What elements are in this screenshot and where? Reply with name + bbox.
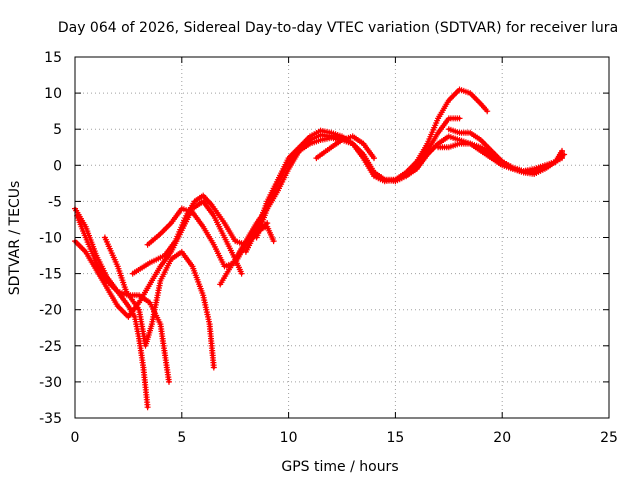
y-tick-label: -5 — [48, 194, 62, 210]
y-axis-label: SDTVAR / TECUs — [7, 181, 23, 296]
y-tick-label: 0 — [53, 158, 62, 174]
x-tick-label: 5 — [177, 430, 186, 446]
y-tick-label: -30 — [39, 375, 62, 391]
series-track-10 — [313, 133, 377, 162]
y-tick-label: -25 — [39, 339, 62, 355]
x-axis-label: GPS time / hours — [281, 459, 398, 475]
y-tick-label: -20 — [39, 303, 62, 319]
series-track-4 — [101, 234, 217, 371]
series-markers — [253, 133, 565, 241]
y-tick-label: -35 — [39, 411, 62, 427]
series-track-9 — [253, 133, 565, 241]
series-track-2 — [72, 198, 245, 320]
series-markers — [445, 126, 568, 177]
axis-ticks — [74, 56, 610, 419]
x-tick-label: 20 — [493, 430, 511, 446]
data-tracks — [72, 86, 568, 411]
y-tick-label: -10 — [39, 231, 62, 247]
y-tick-labels: -35 -30 -25 -20 -15 -10 -5 0 5 10 15 — [39, 50, 62, 427]
y-tick-label: 10 — [44, 86, 62, 102]
y-tick-label: 5 — [53, 122, 62, 138]
series-track-12 — [445, 126, 568, 177]
series-markers — [101, 234, 217, 371]
series-markers — [313, 133, 377, 162]
x-tick-label: 25 — [600, 430, 618, 446]
x-tick-label: 10 — [280, 430, 298, 446]
series-line — [255, 134, 564, 239]
x-tick-labels: 0 5 10 15 20 25 — [71, 430, 618, 446]
chart-title: Day 064 of 2026, Sidereal Day-to-day VTE… — [58, 20, 618, 36]
x-tick-label: 0 — [71, 430, 80, 446]
x-tick-label: 15 — [386, 430, 404, 446]
y-tick-label: -15 — [39, 267, 62, 283]
y-tick-label: 15 — [44, 50, 62, 66]
